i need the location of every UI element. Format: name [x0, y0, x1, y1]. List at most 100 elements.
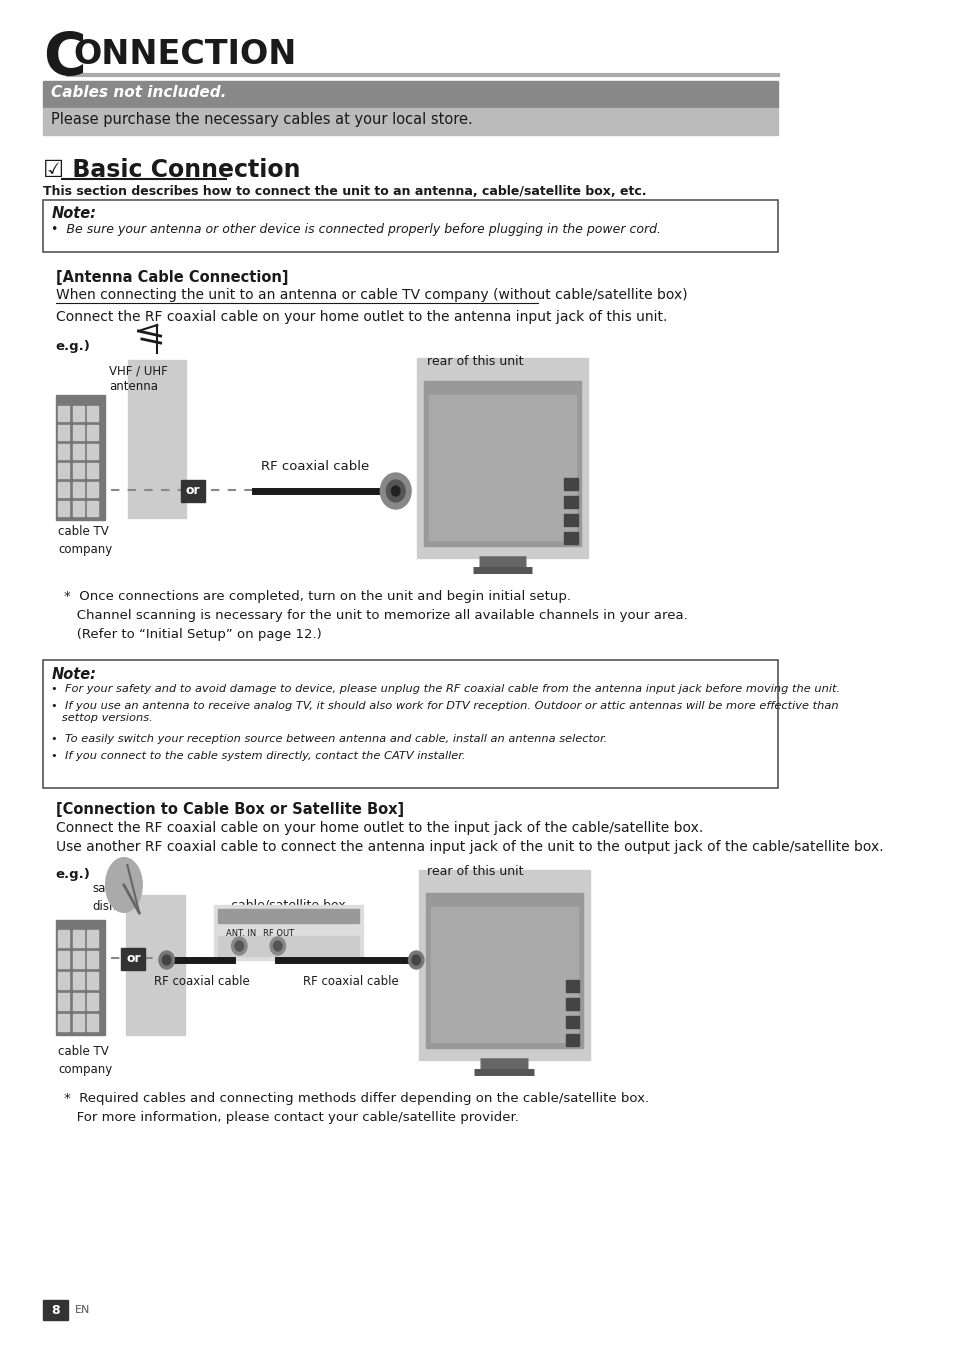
Bar	[58, 443, 70, 460]
Bar	[43, 81, 777, 108]
Bar	[43, 661, 777, 789]
Circle shape	[159, 950, 174, 969]
Bar	[184, 483, 199, 501]
Text: •  Be sure your antenna or other device is connected properly before plugging in: • Be sure your antenna or other device i…	[51, 222, 660, 236]
Text: cable TV
company: cable TV company	[58, 1045, 112, 1076]
Bar	[87, 425, 98, 439]
Bar	[72, 425, 84, 439]
Text: rear of this unit: rear of this unit	[427, 355, 523, 368]
Text: cable/satellite box: cable/satellite box	[231, 898, 345, 911]
Bar	[563, 532, 578, 545]
Bar	[58, 930, 70, 948]
Circle shape	[380, 473, 411, 510]
Bar	[72, 993, 84, 1010]
Bar	[58, 972, 70, 989]
Bar	[72, 443, 84, 460]
Text: rear of this unit: rear of this unit	[427, 865, 523, 878]
Bar	[87, 501, 98, 516]
Text: e.g.): e.g.)	[55, 868, 91, 882]
Text: e.g.): e.g.)	[55, 340, 91, 353]
Text: RF coaxial cable: RF coaxial cable	[303, 975, 398, 988]
Text: ONNECTION: ONNECTION	[73, 38, 296, 71]
Circle shape	[386, 480, 405, 501]
Bar	[121, 948, 145, 971]
Bar	[72, 462, 84, 479]
Text: [Antenna Cable Connection]: [Antenna Cable Connection]	[55, 270, 288, 284]
Bar	[429, 395, 576, 541]
Bar	[43, 108, 777, 135]
Bar	[217, 909, 358, 923]
Bar	[565, 1034, 578, 1046]
Bar	[58, 425, 70, 439]
Text: Note:: Note:	[51, 206, 96, 221]
Circle shape	[232, 937, 247, 954]
Text: ☑ Basic Connection: ☑ Basic Connection	[43, 158, 300, 182]
Bar	[563, 514, 578, 526]
Text: Cables not included.: Cables not included.	[51, 85, 227, 100]
Bar	[217, 936, 358, 956]
Bar	[418, 869, 589, 1060]
Bar	[43, 200, 777, 252]
Bar	[87, 462, 98, 479]
Bar	[72, 406, 84, 421]
Text: Connect the RF coaxial cable on your home outlet to the antenna input jack of th: Connect the RF coaxial cable on your hom…	[55, 310, 666, 324]
Bar	[416, 359, 587, 558]
Bar	[58, 1014, 70, 1031]
Circle shape	[270, 937, 285, 954]
Text: VHF / UHF
antenna: VHF / UHF antenna	[110, 365, 168, 394]
Bar	[58, 501, 70, 516]
Bar	[87, 993, 98, 1010]
Bar	[431, 907, 578, 1042]
Text: [Connection to Cable Box or Satellite Box]: [Connection to Cable Box or Satellite Bo…	[55, 802, 403, 817]
Bar	[563, 496, 578, 508]
Bar	[58, 406, 70, 421]
Bar	[87, 406, 98, 421]
Text: or: or	[126, 953, 140, 965]
Text: Note:: Note:	[51, 667, 96, 682]
Bar	[565, 980, 578, 992]
Circle shape	[408, 950, 423, 969]
Bar	[87, 1014, 98, 1031]
Bar	[87, 443, 98, 460]
Circle shape	[412, 954, 420, 965]
Bar	[565, 998, 578, 1010]
Text: satellite
dish: satellite dish	[92, 882, 140, 913]
Text: or: or	[186, 484, 200, 497]
Bar	[87, 930, 98, 948]
Text: 8: 8	[51, 1304, 60, 1317]
Bar	[213, 905, 363, 960]
Text: •  For your safety and to avoid damage to device, please unplug the RF coaxial c: • For your safety and to avoid damage to…	[51, 683, 840, 694]
Text: C: C	[43, 30, 86, 88]
Bar	[127, 895, 185, 1035]
Bar	[423, 381, 580, 546]
Bar	[55, 395, 105, 520]
Bar	[72, 1014, 84, 1031]
Text: ANT. IN: ANT. IN	[226, 929, 256, 938]
Text: This section describes how to connect the unit to an antenna, cable/satellite bo: This section describes how to connect th…	[43, 185, 645, 198]
Text: cable TV
company: cable TV company	[58, 524, 112, 555]
Bar	[87, 950, 98, 968]
Bar	[87, 972, 98, 989]
Text: When connecting the unit to an antenna or cable TV company (without cable/satell: When connecting the unit to an antenna o…	[55, 288, 686, 302]
Circle shape	[234, 941, 243, 950]
Circle shape	[162, 954, 171, 965]
Text: •  To easily switch your reception source between antenna and cable, install an : • To easily switch your reception source…	[51, 735, 607, 744]
Text: *  Once connections are completed, turn on the unit and begin initial setup.
   : * Once connections are completed, turn o…	[64, 590, 687, 642]
Bar	[58, 950, 70, 968]
Text: EN: EN	[75, 1305, 91, 1316]
Bar	[72, 501, 84, 516]
Bar	[43, 1299, 69, 1320]
Ellipse shape	[106, 857, 142, 913]
Text: Use another RF coaxial cable to connect the antenna input jack of the unit to th: Use another RF coaxial cable to connect …	[55, 840, 882, 855]
Text: RF coaxial cable: RF coaxial cable	[260, 460, 369, 473]
Text: RF coaxial cable: RF coaxial cable	[153, 975, 250, 988]
Bar	[72, 930, 84, 948]
Text: •  If you use an antenna to receive analog TV, it should also work for DTV recep: • If you use an antenna to receive analo…	[51, 701, 838, 723]
Bar	[55, 919, 105, 1035]
Bar	[425, 892, 582, 1047]
Bar	[72, 483, 84, 497]
Bar	[565, 1016, 578, 1029]
Text: •  If you connect to the cable system directly, contact the CATV installer.: • If you connect to the cable system dir…	[51, 751, 465, 762]
Bar	[563, 479, 578, 491]
Text: *  Required cables and connecting methods differ depending on the cable/satellit: * Required cables and connecting methods…	[64, 1092, 649, 1124]
